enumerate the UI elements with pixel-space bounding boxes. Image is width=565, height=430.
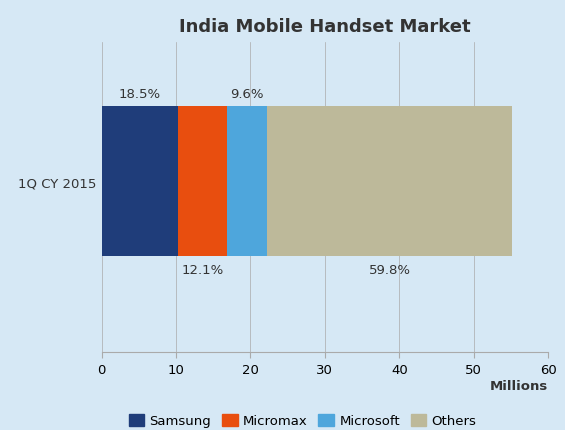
Text: 12.1%: 12.1% xyxy=(181,263,224,276)
Bar xyxy=(267,107,512,257)
Text: 59.8%: 59.8% xyxy=(368,263,411,276)
Bar xyxy=(102,107,177,257)
Text: 18.5%: 18.5% xyxy=(119,88,160,101)
Bar xyxy=(177,107,228,257)
Bar xyxy=(228,107,267,257)
Text: Millions: Millions xyxy=(490,379,548,392)
Text: 9.6%: 9.6% xyxy=(231,88,264,101)
Legend: Samsung, Micromax, Microsoft, Others: Samsung, Micromax, Microsoft, Others xyxy=(123,409,482,430)
Title: India Mobile Handset Market: India Mobile Handset Market xyxy=(179,18,471,36)
